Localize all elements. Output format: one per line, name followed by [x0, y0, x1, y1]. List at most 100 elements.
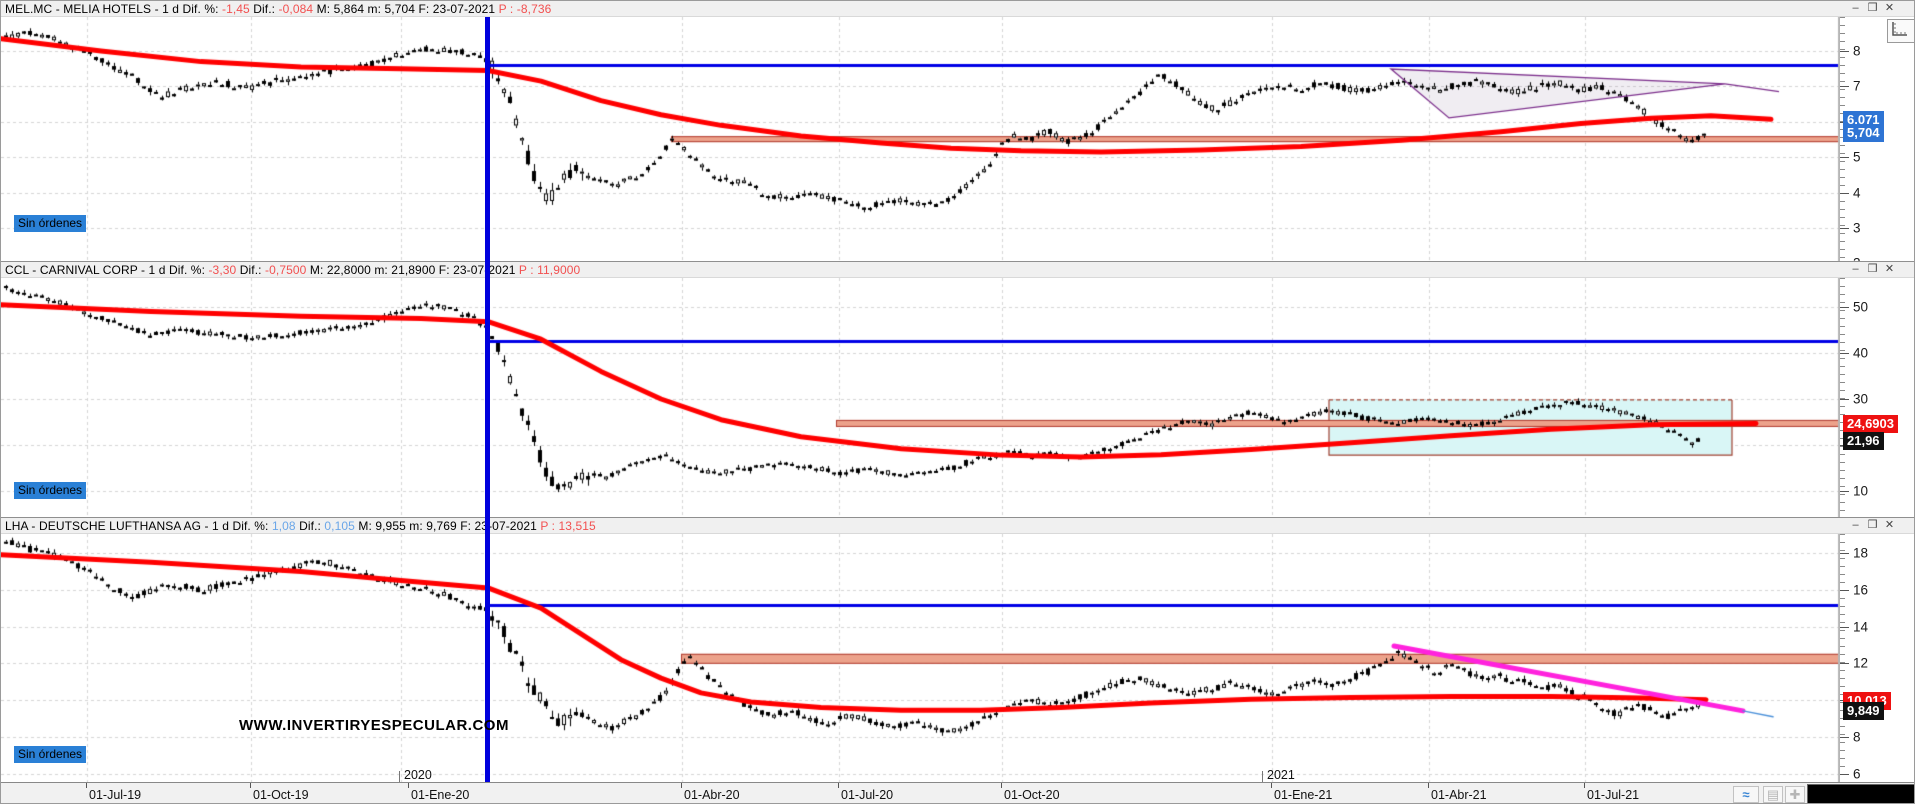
time-axis-tick — [1001, 783, 1002, 788]
axis-tick-label: 2 — [1853, 256, 1861, 261]
close-button[interactable]: ✕ — [1884, 263, 1895, 275]
title-segment: P : 13,515 — [540, 519, 596, 533]
minimize-button[interactable]: – — [1852, 519, 1859, 531]
title-segment: M: 9,955 m: 9,769 F: 23-07-2021 — [354, 519, 541, 533]
axis-tick — [1840, 86, 1849, 88]
chart-panel-lufthansa: LHA - DEUTSCHE LUFTHANSA AG - 1 d Dif. %… — [1, 518, 1914, 782]
window-controls: – ❒ ✕ — [1847, 1, 1898, 17]
chart-title-melia: MEL.MC - MELIA HOTELS - 1 d Dif. %: -1,4… — [1, 1, 1914, 17]
title-segment: 1,08 — [271, 519, 296, 533]
maximize-button[interactable]: ❒ — [1867, 263, 1878, 275]
axis-tick-label: 12 — [1853, 655, 1869, 671]
candlestick-plot-carnival[interactable] — [1, 278, 1839, 517]
year-label: 2021 — [1267, 768, 1295, 782]
pin-icon[interactable]: ✚ — [1785, 786, 1805, 803]
title-segment: 0,105 — [324, 519, 355, 533]
axis-tick-label: 14 — [1853, 619, 1869, 635]
title-segment: M: 22,8000 m: 21,8900 F: 23-07-2021 — [306, 263, 519, 277]
save-icon[interactable]: ▤ — [1763, 786, 1783, 803]
title-segment: LHA - DEUTSCHE LUFTHANSA AG - 1 d Dif. %… — [5, 519, 272, 533]
ruler-icon — [1892, 22, 1907, 36]
axis-tickstrip — [1840, 534, 1845, 782]
year-tick — [1262, 771, 1263, 782]
axis-tick — [1840, 491, 1849, 492]
axis-tick — [1840, 157, 1849, 159]
time-axis-tick — [408, 783, 409, 788]
price-tag: 5,704 — [1843, 124, 1884, 143]
close-button[interactable]: ✕ — [1884, 2, 1895, 14]
axis-tick-label: 30 — [1853, 391, 1869, 407]
price-tag: 9,849 — [1843, 701, 1884, 720]
time-axis-label: 01-Oct-19 — [253, 788, 309, 802]
chart-panel-carnival: CCL - CARNIVAL CORP - 1 d Dif. %: -3,30 … — [1, 262, 1914, 518]
axis-tick — [1840, 353, 1849, 354]
no-orders-badge: Sin órdenes — [14, 746, 87, 763]
title-segment: MEL.MC - MELIA HOTELS - 1 d Dif. %: — [5, 2, 222, 16]
title-segment: -1,45 — [221, 2, 250, 16]
chart-title-lufthansa: LHA - DEUTSCHE LUFTHANSA AG - 1 d Dif. %… — [1, 518, 1914, 534]
time-axis[interactable]: 01-Jul-19 01-Oct-19 01-Ene-20 01-Abr-20 01-J… — [1, 782, 1914, 803]
time-axis-tick — [838, 783, 839, 788]
candlestick-plot-melia[interactable] — [1, 17, 1839, 261]
axis-tick-label: 7 — [1853, 78, 1861, 94]
price-tag: 24,6903 — [1843, 415, 1898, 434]
maximize-button[interactable]: ❒ — [1867, 2, 1878, 14]
title-segment: P : -8,736 — [498, 2, 552, 16]
minimize-button[interactable]: – — [1852, 2, 1859, 14]
axis-tick-label: 16 — [1853, 582, 1869, 598]
axis-tickstrip — [1840, 17, 1845, 261]
axis-tick — [1840, 51, 1849, 52]
axis-tick — [1840, 773, 1849, 775]
time-axis-label: 01-Jul-21 — [1587, 788, 1640, 802]
time-axis-label: 01-Jul-19 — [89, 788, 142, 802]
price-axis-carnival[interactable]: 5040302010 — [1839, 278, 1914, 517]
time-axis-tick — [681, 783, 682, 788]
axis-tick-label: 8 — [1853, 729, 1861, 745]
time-axis-label: 01-Jul-20 — [841, 788, 894, 802]
window-controls: – ❒ ✕ — [1847, 518, 1898, 534]
title-segment: Dif.: — [236, 263, 266, 277]
axis-tick — [1840, 228, 1849, 229]
title-segment: P : 11,9000 — [518, 263, 581, 277]
axis-tick-label: 4 — [1853, 185, 1861, 201]
chart-panel-melia: MEL.MC - MELIA HOTELS - 1 d Dif. %: -1,4… — [1, 1, 1914, 262]
axis-tick — [1840, 192, 1849, 194]
axis-tick-label: 6 — [1853, 766, 1861, 782]
time-axis-tick — [1584, 783, 1585, 788]
minimize-button[interactable]: – — [1852, 263, 1859, 275]
axis-tick — [1840, 737, 1849, 738]
window-controls: – ❒ ✕ — [1847, 262, 1898, 278]
time-axis-label: 01-Oct-20 — [1004, 788, 1060, 802]
axis-tick — [1840, 307, 1849, 308]
no-orders-badge: Sin órdenes — [14, 482, 87, 499]
time-axis-label: 01-Abr-21 — [1431, 788, 1487, 802]
axis-tick-label: 40 — [1853, 345, 1869, 361]
time-axis-tick — [1428, 783, 1429, 788]
color-swatch — [1807, 784, 1914, 803]
time-axis-label: 01-Ene-20 — [411, 788, 470, 802]
axis-tick-label: 8 — [1853, 43, 1861, 59]
maximize-button[interactable]: ❒ — [1867, 519, 1878, 531]
chart-mode-icon[interactable]: ≈ — [1733, 786, 1759, 803]
axis-tick-label: 10 — [1853, 483, 1869, 499]
vertical-event-line[interactable] — [485, 17, 490, 803]
axis-tick — [1840, 399, 1849, 400]
axis-tickstrip — [1840, 278, 1845, 517]
axis-tick — [1840, 553, 1849, 554]
close-button[interactable]: ✕ — [1884, 519, 1895, 531]
title-segment: -3,30 — [208, 263, 237, 277]
chart-title-carnival: CCL - CARNIVAL CORP - 1 d Dif. %: -3,30 … — [1, 262, 1914, 278]
title-segment: -0,7500 — [265, 263, 307, 277]
axis-tick-label: 18 — [1853, 545, 1869, 561]
candlestick-plot-lufthansa[interactable] — [1, 534, 1839, 782]
title-segment: CCL - CARNIVAL CORP - 1 d Dif. %: — [5, 263, 209, 277]
axis-tick — [1840, 663, 1849, 665]
time-axis-label: 01-Ene-21 — [1274, 788, 1333, 802]
price-axis-lufthansa[interactable]: 181614121086 — [1839, 534, 1914, 782]
watermark-text: WWW.INVERTIRYESPECULAR.COM — [239, 717, 509, 734]
time-axis-tick — [86, 783, 87, 788]
axis-scale-icon[interactable] — [1887, 19, 1914, 43]
time-axis-label: 01-Abr-20 — [684, 788, 740, 802]
title-segment: Dif.: — [249, 2, 279, 16]
